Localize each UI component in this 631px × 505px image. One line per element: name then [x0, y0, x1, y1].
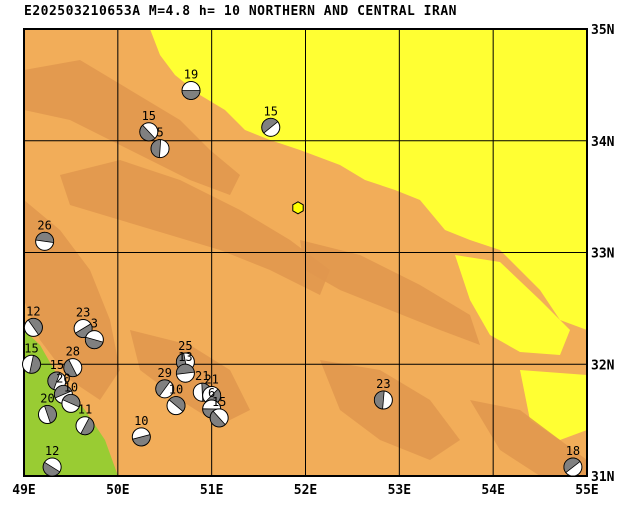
focal-mechanism-beachball: 19 — [181, 67, 201, 100]
epicenter-marker — [292, 201, 304, 215]
latitude-label: 35N — [591, 23, 615, 38]
focal-mechanism-beachball: 29 — [155, 366, 175, 399]
focal-mechanism-beachball: 23 — [373, 377, 393, 410]
mechanism-depth-label: 15 — [212, 395, 226, 409]
focal-mechanism-beachball: 28 — [63, 345, 83, 378]
mechanism-depth-label: 21 — [204, 373, 218, 387]
latitude-label: 34N — [591, 135, 615, 150]
focal-mechanism-beachball: 10 — [166, 383, 186, 416]
focal-mechanism-beachball: 5 — [150, 126, 170, 159]
focal-mechanism-beachball: 26 — [35, 218, 55, 251]
mechanism-depth-label: 21 — [195, 369, 209, 383]
focal-mechanism-beachball: 15 — [209, 395, 229, 428]
mechanism-depth-label: 10 — [64, 380, 78, 394]
focal-mechanism-beachball: 15 — [22, 341, 42, 374]
latitude-label: 31N — [591, 470, 615, 485]
focal-mechanism-beachball: 15 — [261, 104, 281, 137]
latitude-label: 33N — [591, 247, 615, 262]
map-title: E202503210653A M=4.8 h= 10 NORTHERN AND … — [24, 4, 457, 19]
mechanism-depth-label: 15 — [50, 358, 64, 372]
focal-mechanism-beachball: 10 — [61, 380, 81, 413]
mechanism-depth-label: 19 — [184, 67, 198, 81]
focal-mechanism-beachball: 11 — [75, 403, 95, 436]
mechanism-depth-label: 6 — [208, 386, 215, 400]
mechanism-depth-label: 5 — [156, 126, 163, 140]
focal-mechanism-beachball: 12 — [42, 444, 62, 477]
focal-mechanisms: 1915515261215233281520102011101225291310… — [22, 67, 583, 477]
longitude-label: 55E — [575, 483, 598, 498]
focal-mechanism-beachball: 10 — [131, 414, 151, 447]
focal-mechanism-beachball: 13 — [175, 350, 195, 383]
mechanism-depth-label: 10 — [169, 383, 183, 397]
focal-mechanism-beachball: 12 — [23, 304, 43, 337]
longitude-label: 54E — [481, 483, 504, 498]
longitude-label: 50E — [106, 483, 129, 498]
mechanism-depth-label: 11 — [78, 403, 92, 417]
mechanism-depth-label: 20 — [40, 392, 54, 406]
mechanism-depth-label: 18 — [566, 444, 580, 458]
mechanism-depth-label: 20 — [56, 371, 70, 385]
mechanism-depth-label: 13 — [178, 350, 192, 364]
focal-mechanism-beachball: 18 — [563, 444, 583, 477]
longitude-label: 51E — [200, 483, 223, 498]
mechanism-depth-label: 12 — [45, 444, 59, 458]
latitude-label: 32N — [591, 358, 615, 373]
axis-ticks: 49E 50E 51E 52E 53E 54E 55E 35N 34N 33N 32N 31N — [12, 23, 614, 498]
mechanism-depth-label: 23 — [376, 377, 390, 391]
mechanism-depth-label: 15 — [264, 104, 278, 118]
mechanism-depth-label: 15 — [24, 341, 38, 355]
mechanism-depth-label: 25 — [178, 339, 192, 353]
mechanism-depth-label: 29 — [158, 366, 172, 380]
mechanism-depth-label: 15 — [142, 109, 156, 123]
mechanism-depth-label: 10 — [134, 414, 148, 428]
mechanism-depth-label: 3 — [91, 317, 98, 331]
focal-mechanism-beachball: 15 — [139, 109, 159, 142]
longitude-label: 52E — [294, 483, 317, 498]
longitude-label: 49E — [12, 483, 35, 498]
focal-mechanism-beachball: 3 — [84, 317, 104, 350]
map-frame — [23, 28, 588, 477]
mechanism-depth-label: 26 — [37, 218, 51, 232]
mechanism-depth-label: 12 — [26, 304, 40, 318]
mechanism-depth-label: 28 — [66, 345, 80, 359]
mechanism-depth-label: 23 — [76, 305, 90, 319]
focal-mechanism-beachball: 20 — [37, 392, 57, 425]
longitude-label: 53E — [388, 483, 411, 498]
